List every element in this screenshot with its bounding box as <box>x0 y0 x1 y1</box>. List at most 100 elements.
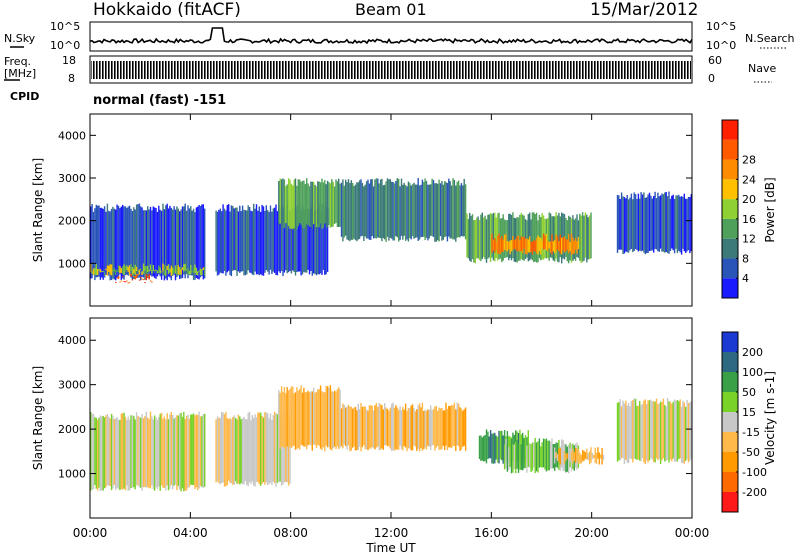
velocity-mark <box>183 411 185 492</box>
velocity-mark <box>400 410 403 450</box>
velocity-mark <box>522 440 524 471</box>
power-mark <box>318 181 320 228</box>
power-mark <box>112 206 114 279</box>
power-mark <box>517 235 520 251</box>
power-mark <box>569 216 571 261</box>
power-mark <box>143 279 145 281</box>
velocity-mark <box>643 400 645 463</box>
power-mark <box>140 277 142 279</box>
power-mark <box>148 209 150 275</box>
power-mark <box>547 240 549 252</box>
velocity-mark <box>388 410 390 447</box>
velocity-mark <box>303 387 305 447</box>
velocity-mark <box>170 412 172 485</box>
power-mark <box>495 241 497 251</box>
power-mark <box>144 210 146 280</box>
power-mark <box>577 237 580 249</box>
power-mark <box>364 184 366 237</box>
power-mark <box>335 179 337 223</box>
velocity-mark <box>99 415 102 491</box>
velocity-mark <box>457 403 460 447</box>
velocity-mark <box>119 420 121 491</box>
power-mark <box>279 178 281 224</box>
velocity-mark <box>535 442 538 472</box>
power-mark <box>141 207 143 277</box>
power-mark <box>530 219 532 259</box>
power-mark <box>353 186 355 239</box>
velocity-mark <box>187 414 189 489</box>
velocity-mark <box>343 404 345 445</box>
velocity-mark <box>117 419 120 489</box>
power-mark <box>639 198 641 251</box>
power-mark <box>541 213 543 260</box>
power-mark <box>199 268 202 276</box>
power-mark <box>496 235 499 254</box>
power-mark <box>287 178 290 227</box>
power-mark <box>544 235 546 250</box>
power-mark <box>329 183 332 228</box>
power-mark <box>296 206 298 272</box>
velocity-mark <box>229 418 231 484</box>
power-mark <box>264 210 266 273</box>
power-mark <box>110 208 113 280</box>
velocity-mark <box>338 387 340 450</box>
velocity-mark <box>634 398 637 459</box>
power-mark <box>665 192 667 252</box>
velocity-mark <box>166 413 168 486</box>
power-mark <box>254 208 256 272</box>
velocity-mark <box>533 442 535 468</box>
velocity-mark <box>336 389 339 447</box>
velocity-mark <box>690 401 692 459</box>
velocity-mark <box>357 403 359 450</box>
freq-left-tick-low: 8 <box>68 72 75 85</box>
velocity-marks <box>90 385 692 492</box>
velocity-mark <box>250 420 252 484</box>
freq-trace <box>91 61 691 79</box>
power-mark <box>147 206 149 278</box>
power-mark <box>574 237 577 250</box>
velocity-mark <box>515 441 517 474</box>
power-mark <box>289 209 291 271</box>
velocity-mark <box>248 411 251 483</box>
velocity-mark <box>520 444 522 470</box>
velocity-mark <box>322 392 325 448</box>
power-mark <box>244 210 247 276</box>
velocity-mark <box>529 443 531 468</box>
power-mark <box>430 184 432 236</box>
power-mark <box>407 181 410 242</box>
velocity-mark <box>113 419 115 485</box>
power-mark <box>98 205 100 277</box>
power-mark <box>339 183 341 227</box>
velocity-mark <box>428 409 430 447</box>
velocity-mark <box>437 410 439 446</box>
power-mark <box>552 216 554 261</box>
power-mark <box>549 213 552 258</box>
velocity-mark <box>382 409 384 450</box>
velocity-mark <box>122 413 124 490</box>
power-mark <box>130 274 132 277</box>
velocity-mark <box>176 415 178 491</box>
velocity-mark <box>427 409 429 446</box>
velocity-mark <box>540 446 542 467</box>
power-mark <box>102 270 104 272</box>
velocity-mark <box>413 408 415 446</box>
colorbar-swatch <box>722 352 738 372</box>
power-mark <box>492 212 495 261</box>
power-mark <box>142 210 145 278</box>
power-mark <box>198 205 200 280</box>
power-mark <box>683 193 685 252</box>
velocity-mark <box>237 414 240 484</box>
power-mark <box>95 204 97 278</box>
power-mark <box>198 270 200 273</box>
power-mark <box>105 211 107 275</box>
power-mark <box>505 234 507 251</box>
power-mark <box>622 196 624 255</box>
power-mark <box>477 216 479 259</box>
power-mark <box>368 183 371 240</box>
power-mark <box>548 241 550 249</box>
velocity-mark <box>349 406 351 452</box>
velocity-mark <box>538 438 541 468</box>
power-mark <box>618 195 620 250</box>
power-mark <box>190 206 192 276</box>
velocity-mark <box>513 444 515 470</box>
